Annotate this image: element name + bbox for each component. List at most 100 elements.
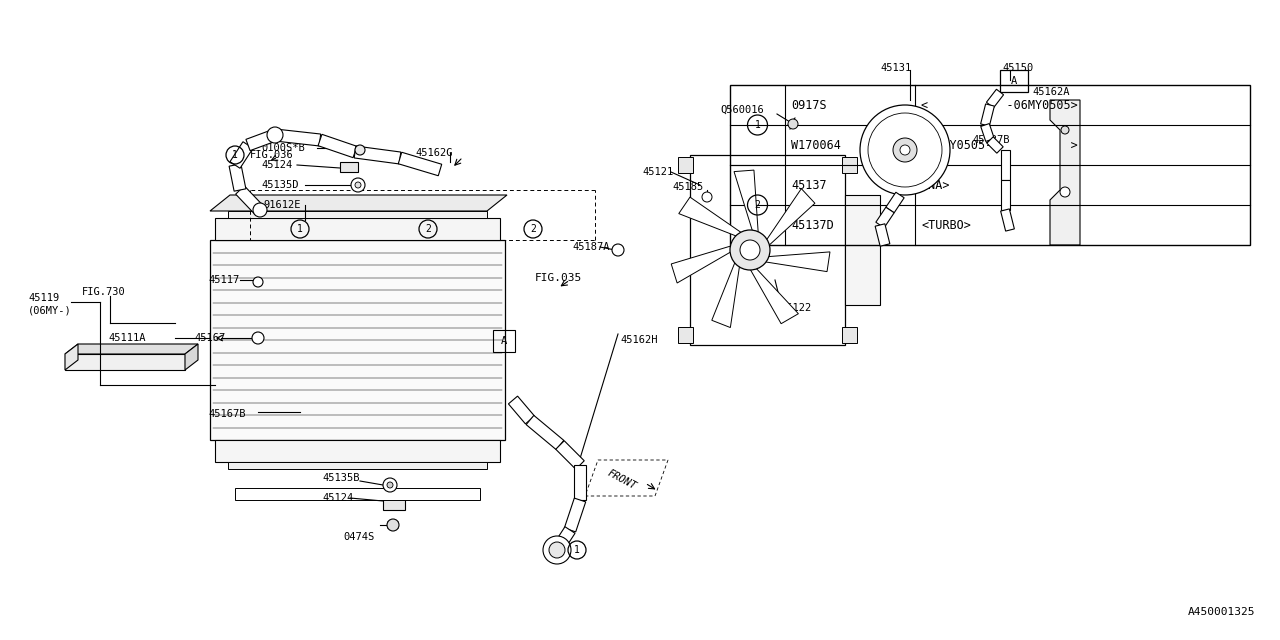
- Text: A: A: [1011, 76, 1018, 86]
- Polygon shape: [274, 129, 321, 146]
- Circle shape: [387, 519, 399, 531]
- Text: 1: 1: [297, 224, 303, 234]
- Circle shape: [253, 277, 262, 287]
- Circle shape: [355, 145, 365, 155]
- Text: 2: 2: [530, 224, 536, 234]
- Text: FIG.036: FIG.036: [250, 150, 293, 160]
- Polygon shape: [987, 89, 1004, 108]
- Polygon shape: [65, 344, 198, 354]
- Polygon shape: [764, 252, 829, 271]
- Text: 91612E: 91612E: [262, 200, 301, 210]
- Text: W170064: W170064: [791, 138, 841, 152]
- Text: 45150: 45150: [1002, 63, 1033, 73]
- Polygon shape: [1001, 180, 1010, 210]
- Circle shape: [543, 536, 571, 564]
- Text: <           -06MY0505>: < -06MY0505>: [922, 99, 1078, 111]
- Text: 45162G: 45162G: [415, 148, 453, 158]
- Text: Q560016: Q560016: [721, 105, 764, 115]
- Circle shape: [387, 482, 393, 488]
- Text: FIG.035: FIG.035: [535, 273, 582, 283]
- Text: 2: 2: [755, 200, 760, 210]
- Polygon shape: [552, 527, 575, 553]
- Circle shape: [701, 192, 712, 202]
- Text: 0917S: 0917S: [791, 99, 827, 111]
- Text: 45119: 45119: [28, 293, 59, 303]
- Text: 45131: 45131: [881, 63, 911, 73]
- Circle shape: [612, 244, 625, 256]
- Polygon shape: [246, 129, 276, 150]
- Polygon shape: [733, 170, 758, 234]
- Bar: [228, 211, 486, 218]
- Text: 45121: 45121: [643, 167, 673, 177]
- Text: 45167B: 45167B: [209, 409, 246, 419]
- Circle shape: [740, 240, 760, 260]
- Polygon shape: [987, 137, 1004, 153]
- Polygon shape: [65, 354, 186, 370]
- Polygon shape: [355, 146, 401, 164]
- Polygon shape: [980, 104, 995, 126]
- Text: 1: 1: [755, 120, 760, 130]
- Polygon shape: [230, 141, 253, 168]
- Circle shape: [1060, 187, 1070, 197]
- Circle shape: [900, 145, 910, 155]
- Text: 45111A: 45111A: [108, 333, 146, 343]
- Polygon shape: [186, 344, 198, 370]
- Polygon shape: [876, 207, 895, 228]
- Polygon shape: [1001, 150, 1010, 180]
- Polygon shape: [526, 415, 564, 450]
- Bar: [730, 85, 1251, 245]
- Circle shape: [788, 119, 797, 129]
- Polygon shape: [980, 124, 995, 141]
- Circle shape: [893, 138, 916, 162]
- Polygon shape: [671, 246, 732, 283]
- Polygon shape: [573, 465, 586, 500]
- Polygon shape: [236, 186, 265, 215]
- Text: 45167: 45167: [195, 333, 225, 343]
- Polygon shape: [564, 498, 586, 532]
- Bar: [1000, 70, 1028, 92]
- Text: 45162H: 45162H: [620, 335, 658, 345]
- Text: 45137B: 45137B: [972, 135, 1010, 145]
- Polygon shape: [765, 189, 815, 246]
- Text: 45135B: 45135B: [323, 473, 360, 483]
- Polygon shape: [398, 152, 442, 176]
- Text: FIG.730: FIG.730: [82, 287, 125, 297]
- Bar: [493, 330, 515, 352]
- Text: 45122: 45122: [780, 303, 812, 313]
- Polygon shape: [508, 396, 535, 424]
- Text: <06MY0505-           >: <06MY0505- >: [922, 138, 1078, 152]
- Circle shape: [383, 478, 397, 492]
- Polygon shape: [876, 224, 890, 246]
- Bar: [678, 157, 692, 173]
- Text: 0474S: 0474S: [343, 532, 374, 542]
- Polygon shape: [317, 134, 357, 157]
- Text: FRONT: FRONT: [605, 468, 639, 492]
- Bar: [678, 327, 692, 343]
- Text: 45187A: 45187A: [572, 242, 609, 252]
- Polygon shape: [65, 344, 78, 370]
- Bar: [845, 195, 881, 305]
- Text: (06MY-): (06MY-): [28, 305, 72, 315]
- Text: 0100S*B: 0100S*B: [261, 143, 305, 153]
- Polygon shape: [886, 192, 904, 212]
- Circle shape: [253, 203, 268, 217]
- Bar: [842, 327, 858, 343]
- Bar: [215, 218, 500, 240]
- Text: 45117: 45117: [209, 275, 239, 285]
- Circle shape: [252, 332, 264, 344]
- Polygon shape: [678, 197, 742, 237]
- Text: 45162A: 45162A: [1032, 87, 1070, 97]
- Text: 45137: 45137: [791, 179, 827, 191]
- Circle shape: [730, 230, 771, 270]
- Bar: [690, 155, 845, 345]
- Circle shape: [1061, 126, 1069, 134]
- Polygon shape: [1001, 209, 1014, 231]
- Text: 1: 1: [232, 150, 238, 160]
- Polygon shape: [383, 492, 404, 510]
- Bar: [215, 440, 500, 462]
- Polygon shape: [1050, 100, 1080, 245]
- Text: A: A: [500, 336, 507, 346]
- Polygon shape: [556, 441, 584, 469]
- Circle shape: [355, 182, 361, 188]
- Bar: [228, 462, 486, 469]
